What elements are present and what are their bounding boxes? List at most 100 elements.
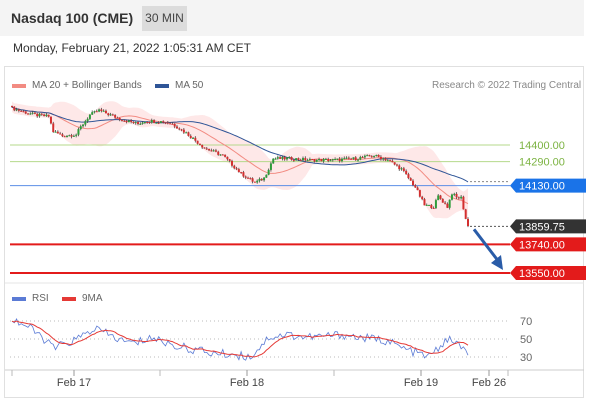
rsi-swatch — [12, 296, 26, 301]
candle-body — [150, 120, 153, 123]
candle-body — [210, 150, 213, 152]
candle-body — [13, 106, 16, 111]
candle-body — [462, 196, 465, 210]
level-label-bg — [510, 237, 586, 252]
candle-body — [109, 114, 112, 116]
x-tick-label: Feb 17 — [57, 377, 91, 389]
candle-body — [352, 157, 355, 159]
candle-body — [437, 195, 440, 201]
candle-body — [290, 156, 293, 160]
candle-body — [198, 143, 201, 145]
candle-body — [132, 121, 135, 124]
legend-rsi: RSI — [12, 293, 49, 304]
candle-body — [162, 121, 165, 123]
candle-body — [226, 156, 229, 160]
candle-body — [249, 178, 252, 180]
projection-arrowhead — [491, 255, 503, 270]
candle-body — [269, 163, 272, 170]
candle-body — [299, 159, 302, 161]
candle-body — [331, 159, 334, 161]
candle-body — [446, 203, 449, 208]
candle-body — [70, 135, 73, 137]
candle-body — [143, 121, 146, 123]
candle-body — [114, 115, 117, 118]
candle-body — [134, 122, 137, 124]
candle-body — [425, 204, 428, 206]
candle-body — [84, 121, 87, 125]
candle-body — [320, 159, 323, 162]
ma9-swatch — [62, 296, 76, 301]
candle-body — [205, 148, 208, 150]
candle-body — [343, 158, 346, 160]
candle-body — [93, 111, 96, 113]
candle-body — [272, 158, 275, 164]
level-label-14290.00: 14290.00 — [519, 157, 565, 169]
x-tick-label: Feb 26 — [472, 377, 506, 389]
candle-body — [407, 174, 410, 179]
candle-body — [439, 195, 442, 199]
legend-ma50: MA 50 — [155, 80, 203, 91]
candle-body — [118, 117, 121, 120]
candle-body — [107, 113, 110, 116]
candle-body — [173, 123, 176, 127]
rsi-tick-70: 70 — [520, 316, 532, 328]
candle-body — [153, 120, 156, 123]
candle-body — [52, 123, 55, 133]
candle-body — [304, 158, 307, 161]
candle-body — [357, 159, 360, 161]
candle-body — [334, 159, 337, 161]
bollinger-band — [12, 101, 468, 220]
candle-body — [416, 187, 419, 191]
projection-arrow — [472, 228, 501, 263]
candle-body — [182, 129, 185, 133]
candle-body — [17, 109, 20, 111]
candle-body — [283, 156, 286, 160]
candle-body — [398, 165, 401, 170]
candle-body — [169, 123, 172, 125]
candle-body — [75, 134, 78, 136]
candle-body — [400, 168, 403, 170]
candle-body — [180, 129, 183, 131]
candle-body — [230, 160, 233, 166]
candle-body — [221, 154, 224, 156]
candle-body — [88, 114, 91, 119]
candle-body — [297, 158, 300, 160]
candle-body — [256, 180, 259, 183]
candle-body — [228, 159, 231, 161]
candle-body — [464, 209, 467, 219]
candle-body — [139, 123, 142, 125]
timestamp: Monday, February 21, 2022 1:05:31 AM CET — [13, 41, 251, 55]
candle-body — [36, 113, 39, 117]
candle-body — [405, 170, 408, 175]
ma50-label: MA 50 — [175, 80, 204, 91]
candle-body — [171, 123, 174, 125]
candle-body — [423, 199, 426, 206]
candle-body — [82, 124, 85, 127]
candle-body — [347, 157, 350, 159]
candle-body — [288, 156, 291, 158]
timeframe-button[interactable]: 30 MIN — [142, 6, 187, 31]
ma9-label: 9MA — [82, 293, 103, 304]
candle-body — [318, 159, 321, 161]
candle-body — [434, 200, 437, 209]
candle-body — [354, 157, 357, 161]
candle-body — [116, 117, 119, 119]
candle-body — [444, 202, 447, 204]
ma50-swatch — [155, 83, 169, 88]
candle-body — [187, 132, 190, 136]
candle-body — [146, 121, 149, 123]
candle-body — [251, 178, 254, 182]
candle-body — [327, 158, 330, 162]
candle-body — [281, 156, 284, 159]
candle-body — [240, 172, 243, 174]
candle-body — [31, 112, 34, 114]
candle-body — [43, 114, 46, 117]
candle-body — [441, 198, 444, 203]
candle-body — [123, 120, 126, 122]
candle-body — [40, 113, 43, 115]
candle-body — [155, 122, 158, 124]
candle-body — [27, 113, 30, 115]
level-label-bg — [510, 219, 586, 234]
legend-bb: MA 20 + Bollinger Bands — [12, 80, 142, 91]
